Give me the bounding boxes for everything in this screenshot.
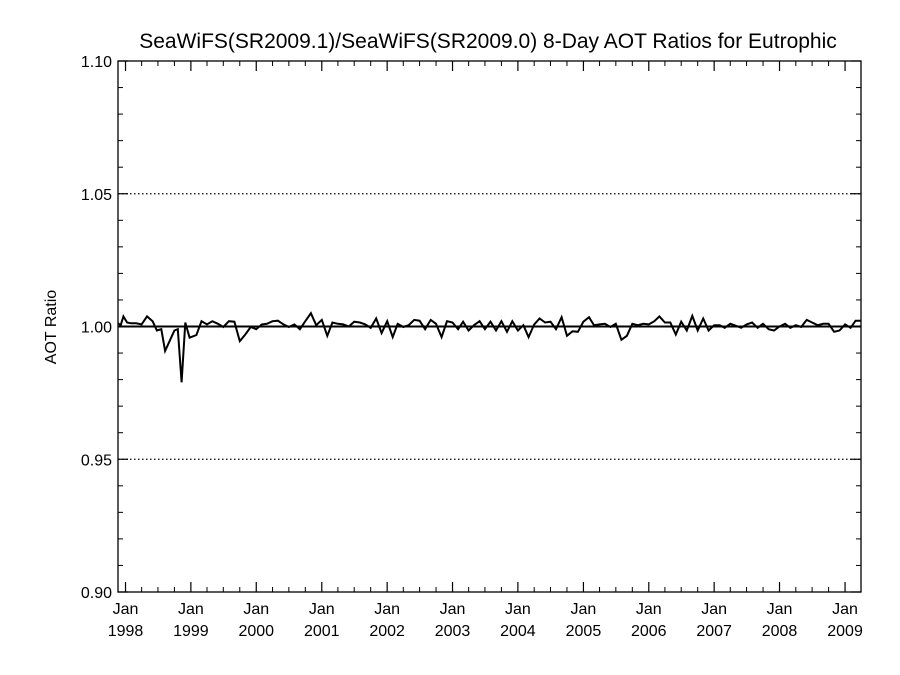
chart-title: SeaWiFS(SR2009.1)/SeaWiFS(SR2009.0) 8-Da… [139, 30, 837, 53]
x-tick-label-month: Jan [113, 601, 139, 618]
x-tick-label-year: 2004 [500, 623, 536, 640]
y-axis-label: AOT Ratio [43, 290, 60, 365]
y-tick-label: 0.95 [81, 452, 112, 469]
y-tick-label: 1.05 [81, 187, 112, 204]
x-tick-label-month: Jan [178, 601, 204, 618]
x-tick-label-month: Jan [309, 601, 335, 618]
x-tick-label-year: 2008 [762, 623, 798, 640]
x-tick-label-year: 1998 [108, 623, 144, 640]
x-tick-labels: Jan 1998 Jan 1999 Jan 2000 Jan 2001 Jan 2002 Jan 20… [108, 601, 863, 640]
x-tick-label-month: Jan [374, 601, 400, 618]
x-tick-label-month: Jan [505, 601, 531, 618]
x-tick-label-year: 2006 [631, 623, 667, 640]
y-tick-label: 1.10 [81, 54, 112, 71]
x-tick-label-month: Jan [701, 601, 727, 618]
x-tick-label-year: 1999 [173, 623, 209, 640]
x-tick-label-year: 2002 [369, 623, 405, 640]
x-tick-label-month: Jan [832, 601, 858, 618]
x-tick-label-month: Jan [440, 601, 466, 618]
x-tick-label-month: Jan [571, 601, 597, 618]
y-tick-labels: 0.90 0.95 1.00 1.05 1.10 [81, 54, 112, 602]
x-tick-label-year: 2007 [696, 623, 732, 640]
x-tick-label-year: 2000 [238, 623, 274, 640]
x-tick-label-month: Jan [243, 601, 269, 618]
x-tick-label-month: Jan [636, 601, 662, 618]
plot-frame [117, 60, 862, 593]
x-tick-label-year: 2001 [304, 623, 340, 640]
y-tick-label: 0.90 [81, 585, 112, 602]
x-tick-label-year: 2009 [827, 623, 863, 640]
x-tick-label-year: 2005 [566, 623, 602, 640]
series-line [117, 311, 861, 383]
minor-ticks [118, 61, 861, 592]
y-tick-label: 1.00 [81, 320, 112, 337]
x-tick-label-year: 2003 [435, 623, 471, 640]
x-tick-label-month: Jan [767, 601, 793, 618]
